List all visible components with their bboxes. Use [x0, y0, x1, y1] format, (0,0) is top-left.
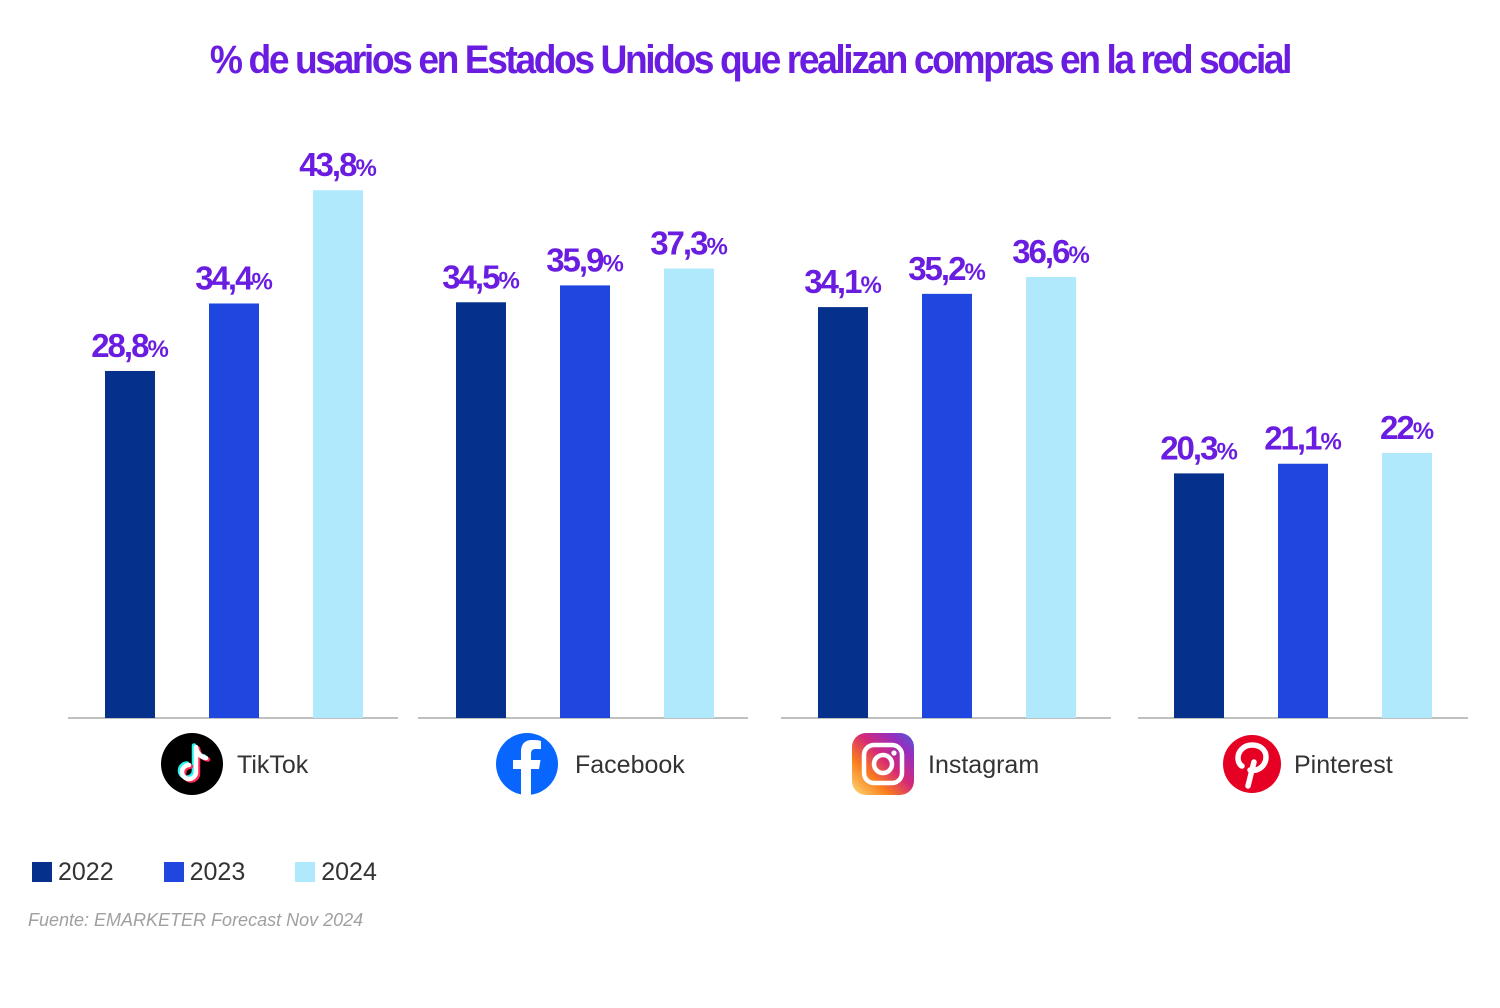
instagram-icon	[852, 733, 914, 795]
value-label: 36,6%	[1012, 233, 1090, 270]
legend-swatch	[32, 862, 52, 882]
category-label-tiktok: TikTok	[237, 751, 309, 779]
legend: 2022 2023 2024	[32, 856, 427, 888]
category-label-pinterest: Pinterest	[1294, 751, 1393, 779]
bar-instagram-2024	[1026, 276, 1076, 718]
value-label: 21,1%	[1264, 420, 1342, 457]
value-label: 34,5%	[442, 258, 520, 295]
bar-instagram-2023	[922, 293, 972, 718]
bar-pinterest-2024	[1382, 452, 1432, 718]
legend-label: 2024	[321, 857, 377, 886]
value-label: 28,8%	[91, 327, 169, 364]
legend-swatch	[163, 862, 184, 882]
legend-swatch	[295, 862, 316, 882]
bar-tiktok-2023	[209, 303, 259, 718]
bar-pinterest-2023	[1278, 463, 1328, 718]
bar-facebook-2022	[456, 302, 506, 718]
value-label: 35,2%	[908, 250, 986, 287]
value-label: 22%	[1380, 409, 1434, 446]
bar-tiktok-2022	[105, 370, 155, 718]
legend-label: 2023	[189, 857, 246, 886]
bar-tiktok-2024	[313, 190, 363, 718]
legend-label: 2022	[58, 857, 114, 886]
chart-plot-area: 28,8% 34,4% 43,8% TikTok 34,5% 35,9% 37,3% Face…	[68, 146, 1468, 795]
bar-pinterest-2022	[1174, 473, 1224, 718]
chart-title: % de usarios en Estados Unidos que reali…	[209, 38, 1293, 82]
facebook-icon	[496, 733, 558, 795]
legend-item-2024: 2024	[295, 858, 377, 887]
category-label-instagram: Instagram	[928, 751, 1039, 779]
value-label: 20,3%	[1160, 429, 1238, 466]
value-label: 34,4%	[195, 259, 273, 296]
value-label: 34,1%	[804, 263, 882, 300]
bar-facebook-2023	[560, 285, 610, 718]
bar-facebook-2024	[664, 268, 714, 718]
tiktok-icon	[161, 733, 223, 795]
value-label: 43,8%	[299, 146, 377, 183]
source-note: Fuente: EMARKETER Forecast Nov 2024	[28, 910, 364, 930]
legend-item-2022: 2022	[32, 858, 114, 887]
value-label: 37,3%	[650, 225, 728, 262]
category-label-facebook: Facebook	[575, 751, 685, 779]
value-label: 35,9%	[546, 241, 624, 278]
bar-instagram-2022	[818, 307, 868, 718]
pinterest-icon	[1223, 735, 1281, 793]
legend-item-2023: 2023	[163, 857, 246, 887]
